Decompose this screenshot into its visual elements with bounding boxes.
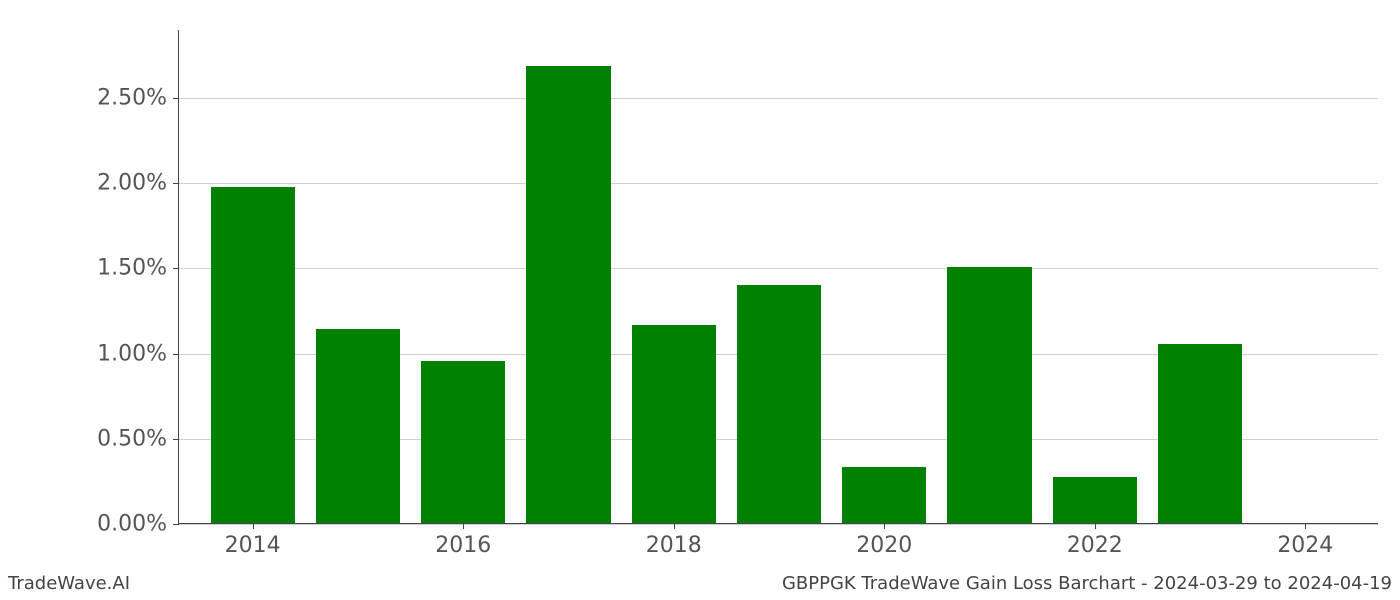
- y-tick-label: 0.50%: [97, 426, 179, 451]
- chart-container: 0.00% 0.50% 1.00% 1.50% 2.00% 2.50% 2014 2016 20…: [0, 0, 1400, 600]
- x-tick-label: 2020: [856, 523, 912, 558]
- y-tick-label: 2.50%: [97, 86, 179, 111]
- y-tick-label: 1.50%: [97, 256, 179, 281]
- y-tick-label: 1.00%: [97, 341, 179, 366]
- y-gridline: [179, 268, 1378, 269]
- bar: [1158, 344, 1242, 523]
- footer-right-text: GBPPGK TradeWave Gain Loss Barchart - 20…: [782, 573, 1392, 594]
- bar: [947, 267, 1031, 523]
- x-tick-label: 2016: [435, 523, 491, 558]
- footer-left-text: TradeWave.AI: [8, 573, 130, 594]
- bar: [316, 329, 400, 523]
- x-tick-label: 2022: [1067, 523, 1123, 558]
- bar: [737, 285, 821, 523]
- bar: [211, 187, 295, 523]
- y-gridline: [179, 183, 1378, 184]
- y-gridline: [179, 98, 1378, 99]
- bar: [526, 66, 610, 523]
- x-tick-label: 2014: [225, 523, 281, 558]
- x-tick-label: 2024: [1277, 523, 1333, 558]
- plot-area: 0.00%0.50%1.00%1.50%2.00%2.50%2014201620…: [178, 30, 1378, 524]
- bar: [421, 361, 505, 523]
- bar: [842, 467, 926, 523]
- bar: [632, 325, 716, 523]
- y-gridline: [179, 524, 1378, 525]
- y-tick-label: 0.00%: [97, 512, 179, 537]
- y-tick-label: 2.00%: [97, 171, 179, 196]
- bar: [1053, 477, 1137, 523]
- x-tick-label: 2018: [646, 523, 702, 558]
